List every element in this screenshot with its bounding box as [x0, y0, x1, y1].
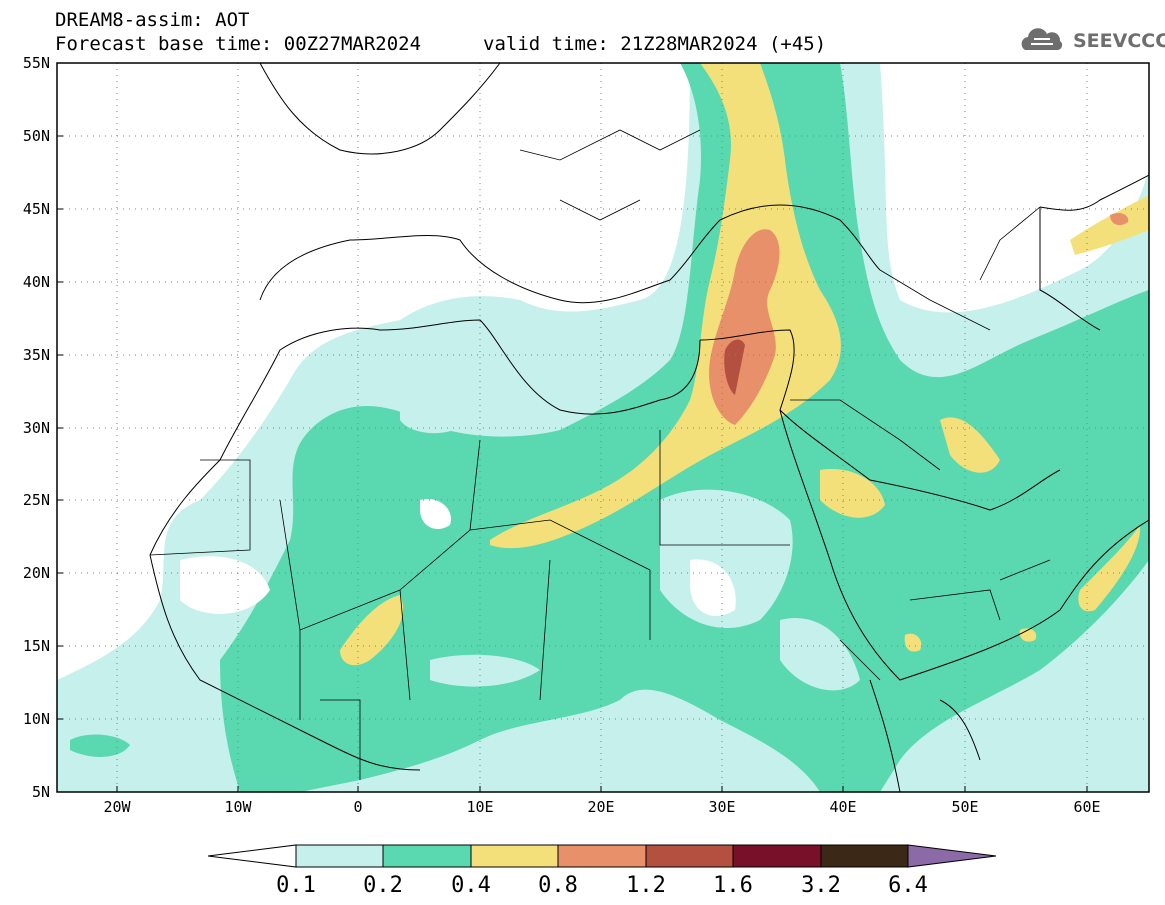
y-tick-label: 10N	[23, 710, 50, 728]
x-tick-label: 0	[353, 798, 362, 816]
x-tick-label: 20E	[587, 798, 614, 816]
colorbar-swatch	[382, 844, 472, 868]
x-tick-label: 60E	[1073, 798, 1100, 816]
y-tick-label: 35N	[23, 346, 50, 364]
y-tick-label: 45N	[23, 200, 50, 218]
colorbar-swatch	[907, 844, 997, 868]
colorbar-label: 6.4	[888, 873, 928, 898]
colorbar-label: 1.2	[626, 873, 666, 898]
cloud-icon	[1021, 28, 1063, 50]
y-tick-label: 30N	[23, 419, 50, 437]
colorbar-swatch	[557, 844, 647, 868]
x-tick-label: 10E	[466, 798, 493, 816]
colorbar-label: 1.6	[713, 873, 753, 898]
graticule	[57, 63, 1149, 792]
y-tick-label: 55N	[23, 54, 50, 72]
y-tick-label: 50N	[23, 127, 50, 145]
colorbar	[207, 844, 997, 868]
valid-time: valid time: 21Z28MAR2024 (+45)	[483, 33, 827, 55]
colorbar-label: 0.2	[363, 873, 403, 898]
x-tick-label: 10W	[224, 798, 252, 816]
x-tick-label: 50E	[951, 798, 978, 816]
title-line-1: DREAM8-assim: AOT	[55, 9, 250, 31]
y-tick-label: 5N	[32, 783, 50, 801]
y-tick-label: 20N	[23, 564, 50, 582]
country-borders	[149, 129, 1051, 780]
x-tick-label: 30E	[708, 798, 735, 816]
x-tick-label: 40E	[829, 798, 856, 816]
aot-field	[57, 63, 1149, 792]
colorbar-swatch	[207, 844, 297, 868]
coastlines	[149, 63, 1149, 792]
colorbar-swatch	[820, 844, 909, 868]
tick-marks	[57, 135, 1088, 792]
y-tick-label: 40N	[23, 273, 50, 291]
colorbar-label: 3.2	[801, 873, 841, 898]
colorbar-label: 0.8	[538, 873, 578, 898]
colorbar-swatch	[645, 844, 734, 868]
forecast-base-time: Forecast base time: 00Z27MAR2024	[55, 33, 422, 55]
colorbar-swatch	[295, 844, 384, 868]
y-tick-label: 15N	[23, 637, 50, 655]
colorbar-swatch	[470, 844, 559, 868]
x-tick-label: 20W	[103, 798, 131, 816]
colorbar-label: 0.4	[451, 873, 491, 898]
logo-text: SEEVCCC	[1073, 30, 1165, 52]
y-tick-label: 25N	[23, 491, 50, 509]
colorbar-swatch	[732, 844, 822, 868]
colorbar-label: 0.1	[276, 873, 316, 898]
